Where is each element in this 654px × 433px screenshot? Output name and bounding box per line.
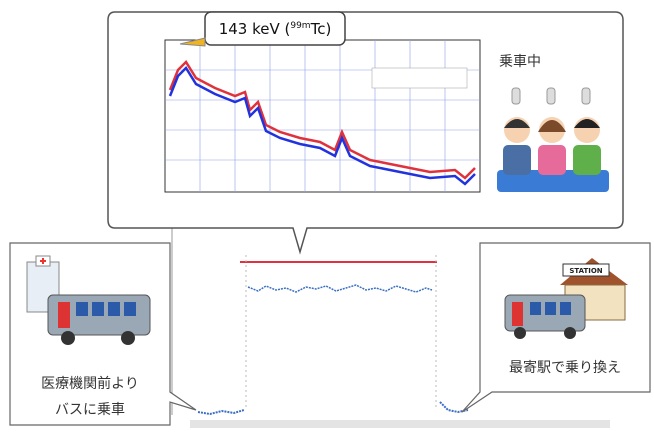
station-sign: STATION: [569, 267, 602, 275]
scene-label: 乗車中: [499, 53, 541, 70]
left-callout: 医療機関前より バスに乗車: [10, 243, 196, 425]
callout-text: 最寄駅で乗り換え: [509, 359, 621, 376]
callout-text: バスに乗車: [55, 401, 125, 418]
spectrum-plot: [165, 40, 480, 192]
figure: 143 keV (99mTc) 乗車中 医療機関前より バスに乗車: [0, 0, 654, 433]
spectrum-callout: 143 keV (99mTc) 乗車中: [108, 12, 623, 252]
peak-annotation: 143 keV (99mTc): [219, 20, 332, 38]
callout-text: 医療機関前より: [41, 375, 139, 392]
right-callout: STATION 最寄駅で乗り換え: [462, 243, 650, 412]
